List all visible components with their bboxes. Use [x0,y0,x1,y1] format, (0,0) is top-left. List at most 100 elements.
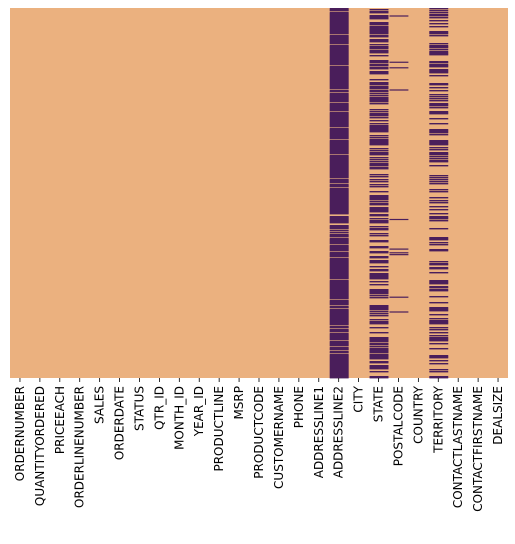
x-tick-label: YEAR_ID [192,386,206,437]
missing-cell [369,11,389,13]
missing-cell [369,50,389,52]
missing-cell [429,118,449,120]
missing-cell [329,87,349,89]
missing-cell [429,191,449,193]
missing-cell [329,115,349,117]
missing-cell [329,136,349,138]
missing-cell [389,61,409,63]
missing-cell [369,148,389,150]
missing-cell [429,141,449,143]
missing-cell [329,123,349,125]
missing-cell [429,20,449,22]
missing-cell [429,112,449,114]
missing-cell [329,355,349,357]
missing-cell [329,170,349,172]
missing-cell [329,343,349,345]
x-tick-labels: ORDERNUMBER QUANTITYORDERED PRICEEACH ORDER… [13,378,505,512]
missing-cell [429,26,449,28]
missing-cell [329,41,349,43]
missing-cell [329,288,349,290]
missing-cell [369,313,389,315]
missing-cell [329,191,349,193]
x-tick-label: ORDERLINENUMBER [73,386,87,508]
missing-cell [329,278,349,280]
missing-cell [329,266,349,268]
missing-cell [329,172,349,174]
missing-cell [369,341,389,343]
missing-cell [329,359,349,361]
missing-cell [329,318,349,320]
missing-cell [429,323,449,325]
missing-cell [329,112,349,114]
missing-cell [329,249,349,251]
missing-cell [329,283,349,285]
missing-cell [369,103,389,105]
missing-cell [369,128,389,130]
missing-cell [329,210,349,212]
missing-cell [329,54,349,56]
missing-cell [329,327,349,329]
missing-cell [369,229,389,231]
missing-cell [329,297,349,299]
missing-cell [369,150,389,152]
missing-cell [329,176,349,178]
missing-cell [329,158,349,160]
missing-cell [429,209,449,211]
x-tick-label: SALES [93,386,107,424]
missing-cell [369,315,389,317]
missing-cell [389,252,409,254]
missing-cell [369,257,389,259]
missing-cell [369,84,389,86]
missing-cell [329,360,349,362]
missing-cell [369,91,389,93]
missing-cell [429,104,449,106]
missing-cell [329,28,349,30]
missing-cell [429,53,449,55]
missing-cell [329,306,349,308]
missing-cell [329,35,349,37]
missing-cell [329,264,349,266]
missing-cell [429,23,449,25]
missing-cell [329,101,349,103]
missing-cell [429,314,449,316]
missing-cell [429,61,449,63]
missing-cell [329,113,349,115]
missing-cell [369,256,389,258]
missing-cell [429,282,449,284]
missing-cell [329,98,349,100]
missing-cell [369,290,389,292]
missing-cell [329,221,349,223]
missing-cell [429,307,449,309]
missing-cell [329,370,349,372]
missing-cell [329,362,349,364]
missing-cell [329,63,349,65]
x-tick-label: CUSTOMERNAME [272,386,286,489]
missing-cell [369,16,389,18]
missing-cell [329,333,349,335]
x-tick-label: STATE [372,386,386,422]
missing-cell [329,334,349,336]
missing-cell [329,147,349,149]
missing-cell [329,372,349,374]
missing-cell [369,47,389,49]
missing-cell [369,83,389,85]
missing-cell [369,368,389,370]
missing-cell [329,173,349,175]
missing-cell [329,9,349,11]
missing-cell [369,164,389,166]
missing-cell [369,123,389,125]
missing-cell [329,69,349,71]
missing-cell [369,82,389,84]
missing-cell [329,100,349,102]
missing-cell [369,211,389,213]
missing-cell [369,55,389,57]
missing-cell [429,52,449,54]
missing-cell [329,146,349,148]
missing-cell [329,90,349,92]
missing-cell [369,209,389,211]
missing-cell [429,249,449,251]
missing-cell [329,83,349,85]
missing-cell [329,144,349,146]
missing-cell [369,51,389,53]
